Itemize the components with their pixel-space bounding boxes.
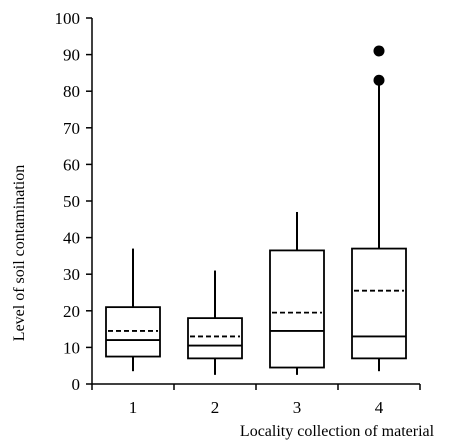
box-2 — [187, 270, 243, 375]
y-tick-label: 90 — [63, 46, 80, 65]
boxes — [105, 45, 407, 375]
y-tick-label: 40 — [63, 229, 80, 248]
y-tick-label: 10 — [63, 338, 80, 357]
y-tick-label: 0 — [72, 375, 81, 394]
x-tick-label: 3 — [293, 398, 302, 417]
y-tick-label: 70 — [63, 119, 80, 138]
box-4 — [351, 45, 407, 372]
x-tick-label: 4 — [375, 398, 384, 417]
y-tick-label: 100 — [55, 9, 81, 28]
x-tick-label: 1 — [129, 398, 138, 417]
y-tick-label: 80 — [63, 82, 80, 101]
x-axis-tick-labels: 1 2 3 4 — [129, 398, 384, 417]
x-axis-label: Locality collection of material — [240, 423, 435, 440]
box-iqr — [105, 306, 161, 358]
y-tick-label: 20 — [63, 302, 80, 321]
y-tick-label: 30 — [63, 265, 80, 284]
y-tick-label: 60 — [63, 155, 80, 174]
box-iqr — [269, 249, 325, 369]
box-3 — [269, 211, 325, 375]
y-axis-tick-labels: 0 10 20 30 40 50 60 70 80 90 100 — [55, 9, 81, 394]
y-axis-ticks — [86, 17, 421, 390]
y-axis-label: Level of soil contamination — [11, 165, 28, 341]
box-1 — [105, 248, 161, 372]
y-tick-label: 50 — [63, 192, 80, 211]
box-iqr — [351, 247, 407, 360]
box-iqr — [187, 317, 243, 360]
outlier-point — [373, 74, 385, 86]
x-tick-label: 2 — [211, 398, 220, 417]
outlier-point — [373, 45, 385, 57]
